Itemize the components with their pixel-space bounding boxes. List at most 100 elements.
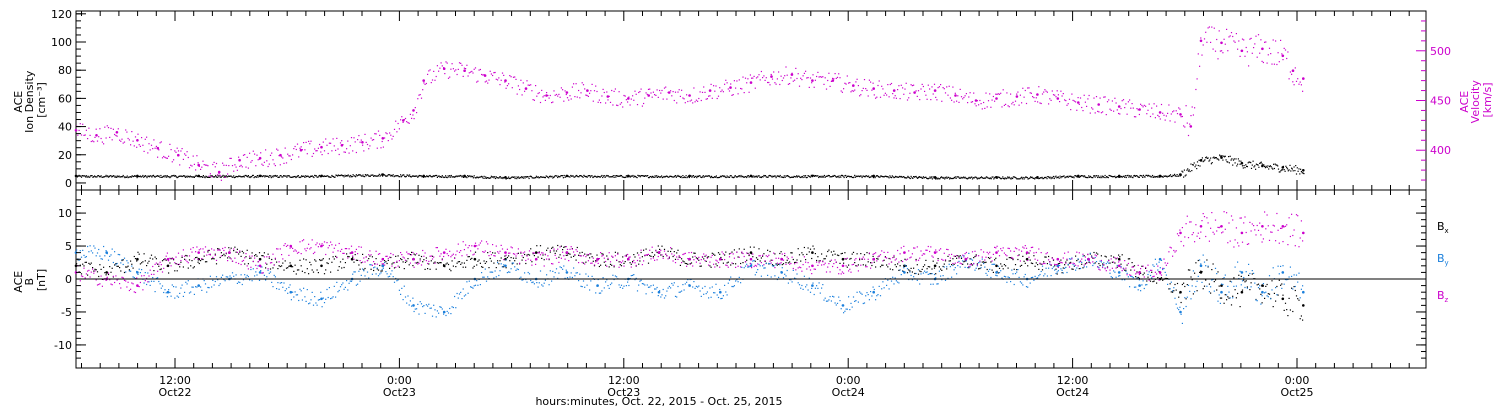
velocity-point	[780, 75, 782, 77]
b-point	[893, 283, 895, 285]
velocity-point	[1041, 93, 1044, 95]
density-point	[1169, 174, 1172, 176]
density-point	[95, 176, 97, 178]
b-point	[916, 264, 918, 266]
b-point	[267, 268, 269, 270]
b-point	[1052, 266, 1055, 268]
density-point	[1004, 177, 1006, 179]
density-point	[820, 175, 822, 177]
b-point	[343, 252, 345, 254]
density-point	[692, 175, 694, 177]
b-point	[1061, 269, 1063, 271]
velocity-point	[845, 83, 847, 85]
density-point	[526, 176, 528, 178]
velocity-point	[106, 125, 108, 127]
velocity-point	[89, 134, 91, 136]
density-point	[726, 175, 728, 177]
b-point	[1287, 315, 1289, 317]
b-point	[1257, 283, 1260, 285]
b-point	[984, 266, 986, 268]
b-point	[419, 258, 421, 260]
b-point	[363, 269, 365, 271]
b-point	[195, 257, 197, 259]
b-point	[661, 294, 663, 296]
velocity-point	[227, 173, 229, 175]
density-point	[1264, 165, 1266, 167]
b-point	[614, 251, 616, 253]
b-point	[808, 251, 810, 253]
velocity-point	[481, 73, 483, 76]
b-point	[608, 287, 610, 289]
density-point	[733, 176, 735, 178]
density-data-point	[627, 174, 630, 178]
velocity-point	[716, 97, 718, 100]
b-point	[427, 305, 429, 307]
density-point	[563, 174, 565, 177]
b-point	[871, 264, 873, 267]
velocity-point	[150, 144, 153, 146]
density-point	[466, 177, 468, 179]
velocity-point	[1050, 99, 1052, 101]
b-point	[335, 255, 337, 257]
b-point	[125, 266, 127, 268]
b-point	[90, 271, 92, 273]
b-point	[1088, 260, 1090, 262]
density-point	[1023, 178, 1025, 180]
velocity-point	[738, 79, 740, 81]
b-point	[398, 266, 400, 268]
velocity-point	[871, 89, 873, 91]
b-point	[791, 281, 793, 283]
density-point	[211, 175, 213, 177]
b-point	[854, 262, 856, 264]
b-point	[279, 248, 281, 250]
velocity-point	[96, 140, 99, 142]
density-point	[256, 175, 258, 177]
b-point	[179, 292, 181, 294]
density-point	[868, 176, 870, 179]
b-point	[238, 262, 240, 265]
b-point	[1176, 307, 1179, 309]
b-point	[1250, 286, 1252, 288]
velocity-point	[870, 81, 872, 83]
density-point	[602, 175, 605, 177]
density-point	[374, 175, 376, 177]
b-point	[258, 252, 261, 254]
b-point	[870, 262, 872, 264]
b-point	[301, 299, 303, 301]
density-point	[501, 176, 503, 179]
b-point	[1081, 261, 1083, 263]
b-point	[434, 261, 436, 263]
b-point	[511, 262, 513, 264]
b-point	[268, 256, 270, 258]
b-point	[99, 255, 101, 257]
density-point	[247, 176, 249, 178]
density-point	[270, 177, 272, 179]
density-point	[1132, 177, 1134, 179]
b-point	[958, 260, 960, 262]
density-point	[639, 176, 641, 178]
b-point	[272, 286, 274, 288]
b-point	[941, 279, 943, 281]
density-point	[884, 175, 886, 177]
velocity-point	[935, 96, 937, 98]
velocity-point	[1093, 97, 1095, 99]
velocity-point	[882, 88, 884, 90]
b-point	[1192, 293, 1194, 295]
b-point	[1157, 269, 1159, 271]
b-point	[1066, 271, 1068, 274]
b-point	[617, 252, 619, 254]
density-point	[586, 176, 588, 178]
velocity-point	[840, 90, 842, 92]
density-point	[299, 176, 301, 179]
velocity-point	[835, 77, 837, 79]
b-point	[671, 248, 673, 250]
velocity-point	[474, 67, 477, 69]
density-point	[916, 177, 918, 179]
b-point	[492, 252, 494, 254]
b-point	[838, 296, 840, 298]
velocity-point	[892, 93, 894, 95]
b-point	[384, 260, 386, 262]
velocity-point	[1068, 98, 1071, 100]
b-point	[1169, 288, 1171, 290]
b-point	[1113, 256, 1115, 258]
